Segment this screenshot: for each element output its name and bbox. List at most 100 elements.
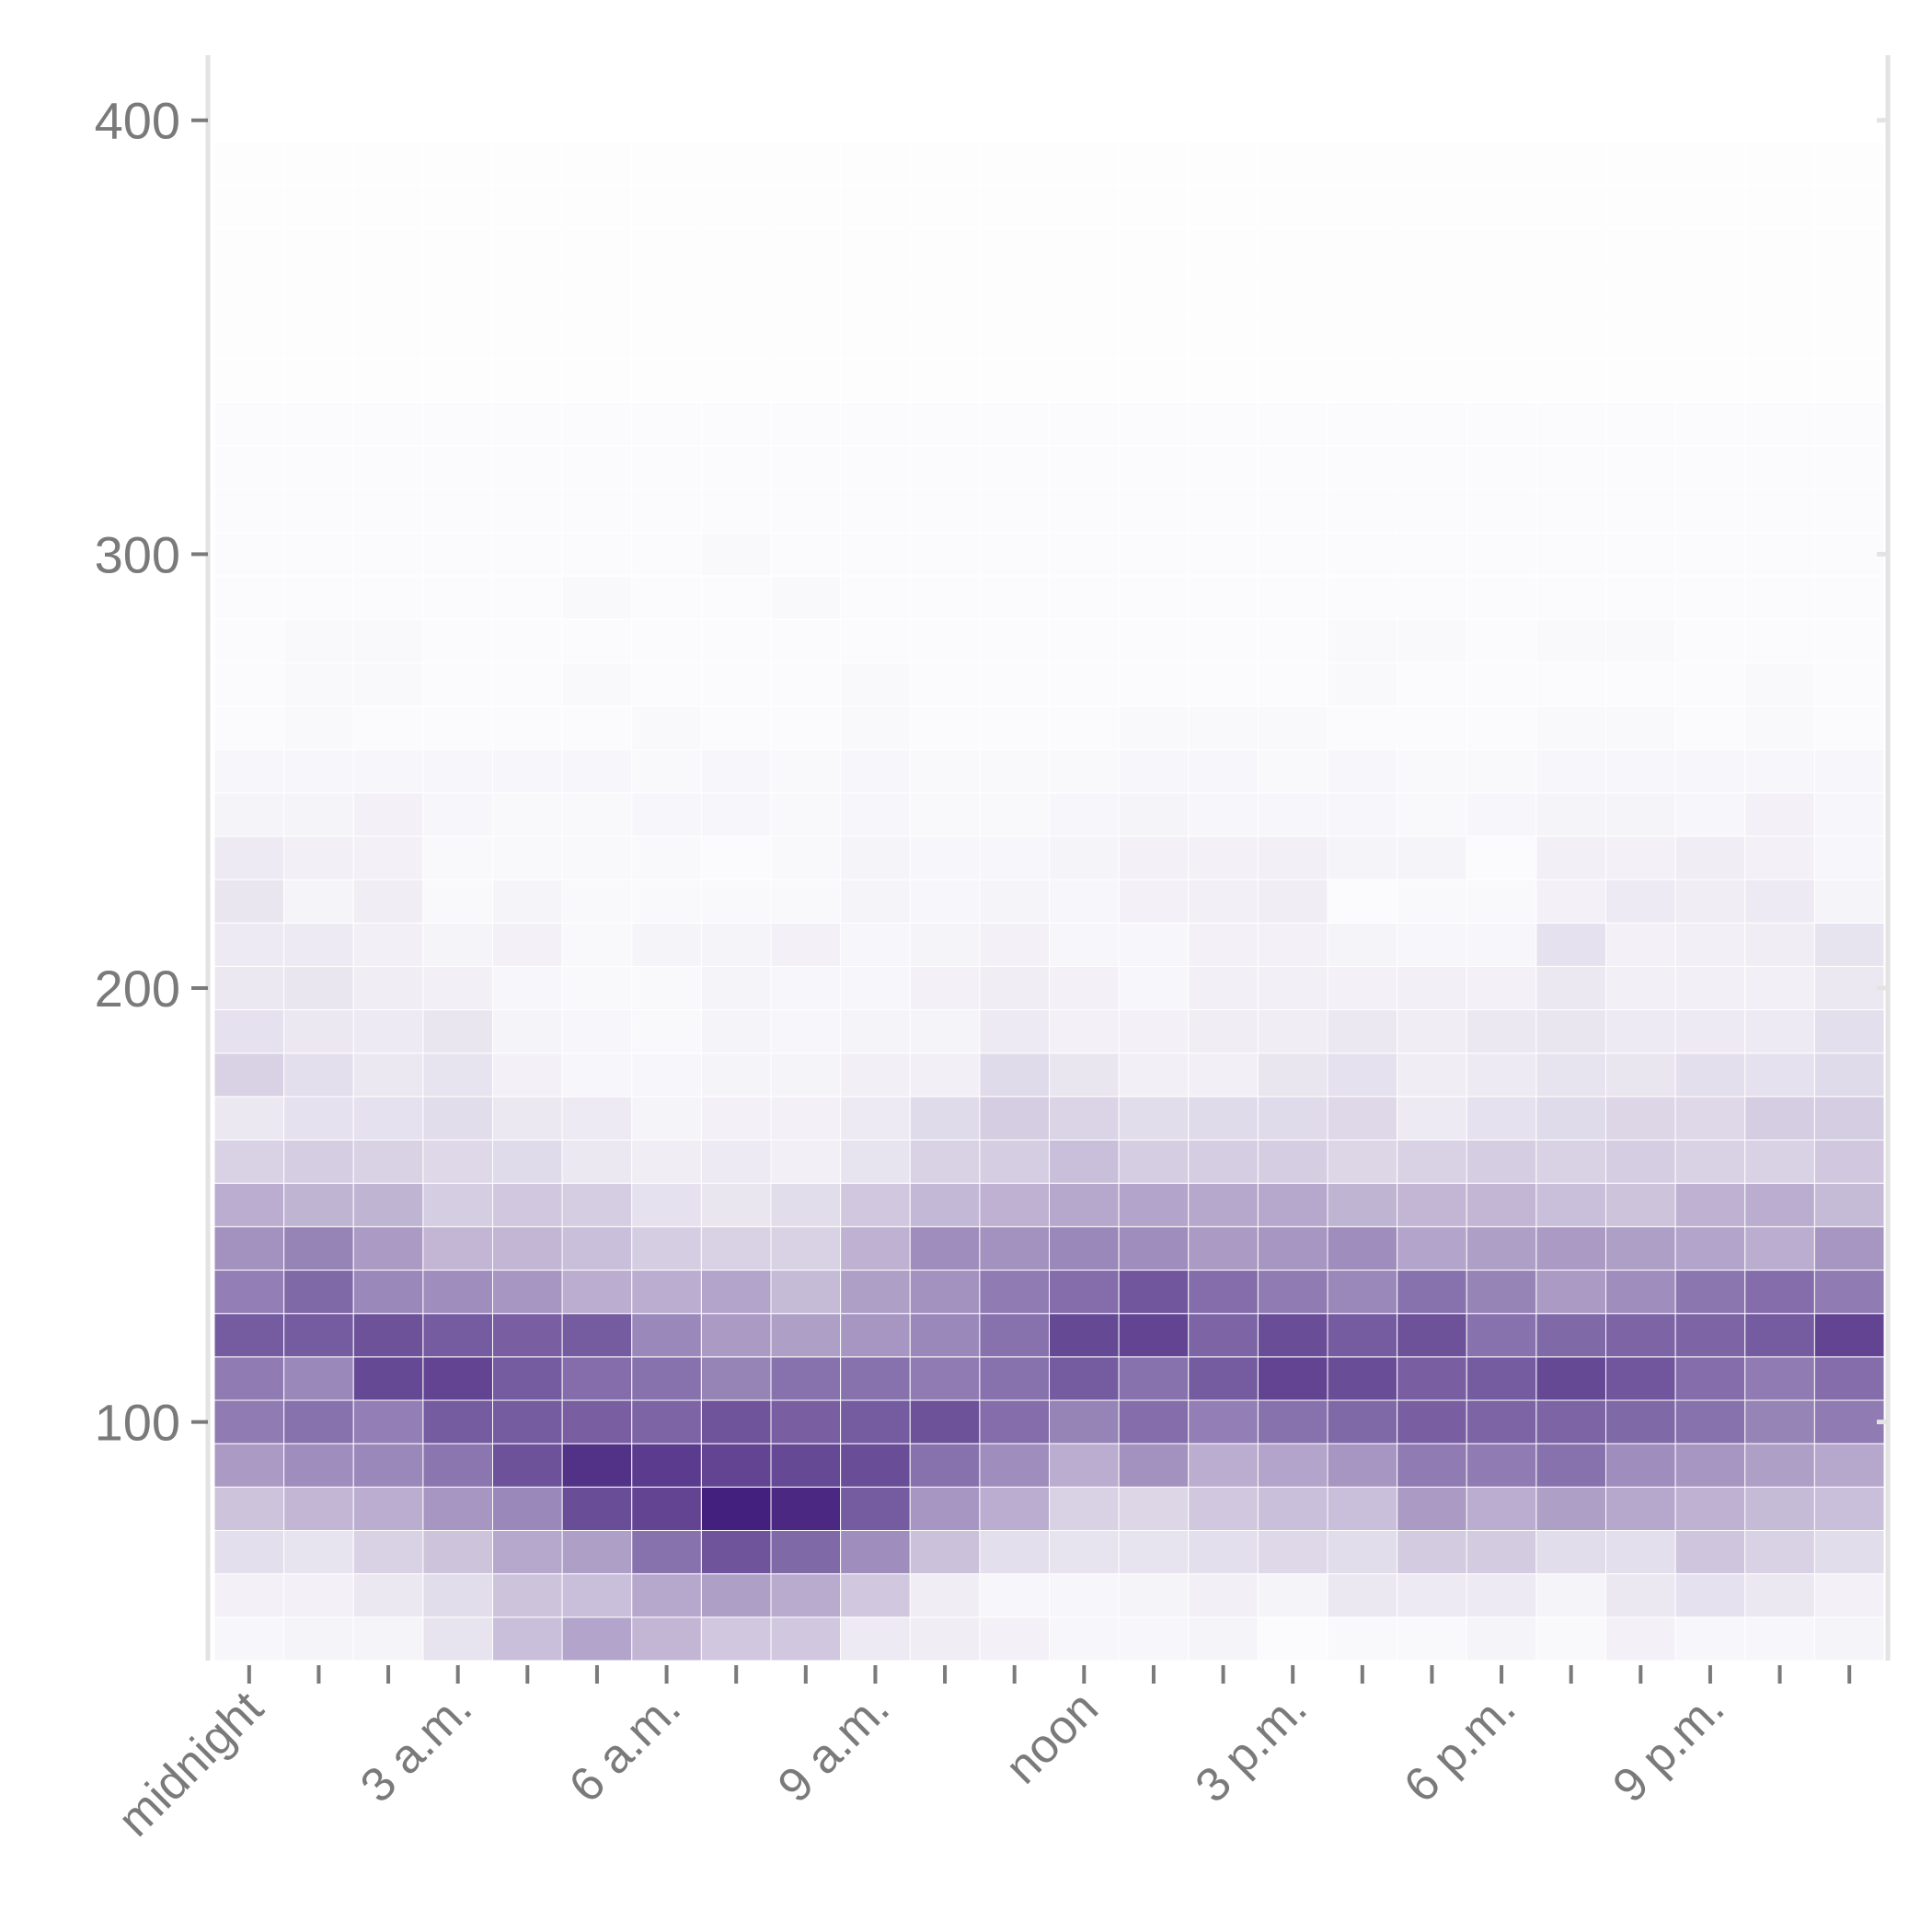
heatmap-cell: [1744, 879, 1815, 924]
heatmap-cell: [840, 1052, 911, 1098]
heatmap-cell: [909, 1399, 981, 1444]
heatmap-cell: [1744, 315, 1815, 360]
heatmap-cell: [840, 835, 911, 880]
heatmap-cell: [1535, 1052, 1607, 1098]
heatmap-cell: [1674, 1139, 1746, 1184]
heatmap-cell: [631, 271, 702, 316]
heatmap-cell: [1327, 1486, 1398, 1532]
heatmap-cell: [1327, 271, 1398, 316]
heatmap-cell: [1744, 228, 1815, 273]
heatmap-cell: [1535, 1616, 1607, 1662]
heatmap-cell: [909, 879, 981, 924]
heatmap-cell: [1118, 315, 1190, 360]
heatmap-cell: [1188, 184, 1259, 230]
heatmap-cell: [840, 1573, 911, 1618]
heatmap-cell: [700, 792, 772, 837]
heatmap-cell: [1118, 532, 1190, 577]
heatmap-cell: [1813, 444, 1885, 490]
heatmap-cell: [283, 1225, 354, 1271]
heatmap-cell: [1049, 1182, 1120, 1227]
heatmap-cell: [1535, 792, 1607, 837]
heatmap-cell: [909, 835, 981, 880]
heatmap-cell: [700, 228, 772, 273]
heatmap-cell: [1397, 1270, 1467, 1315]
heatmap-cell: [1397, 315, 1467, 360]
heatmap-cell: [1049, 792, 1120, 837]
heatmap-cell: [1397, 1573, 1467, 1618]
heatmap-cell: [700, 184, 772, 230]
heatmap-cell: [979, 358, 1051, 403]
heatmap-cell: [840, 358, 911, 403]
heatmap-cell: [770, 401, 842, 446]
heatmap-cell: [1397, 1009, 1467, 1054]
heatmap-cell: [840, 315, 911, 360]
heatmap-cell: [631, 315, 702, 360]
heatmap-cell: [1257, 141, 1328, 186]
heatmap-cell: [492, 1009, 563, 1054]
heatmap-cell: [1397, 1443, 1467, 1488]
heatmap-cell: [770, 1313, 842, 1358]
heatmap-cell: [1118, 1443, 1190, 1488]
heatmap-cell: [422, 184, 494, 230]
heatmap-cell: [492, 1139, 563, 1184]
heatmap-cell: [979, 749, 1051, 794]
heatmap-cell: [1535, 575, 1607, 620]
heatmap-cell: [1674, 618, 1746, 663]
heatmap-cell: [1674, 358, 1746, 403]
heatmap-cell: [1257, 184, 1328, 230]
heatmap-cell: [283, 661, 354, 707]
heatmap-cell: [1674, 749, 1746, 794]
heatmap-cell: [1049, 705, 1120, 751]
heatmap-cell: [561, 1356, 633, 1401]
heatmap-cell: [1118, 1270, 1190, 1315]
heatmap-cell: [1674, 1009, 1746, 1054]
heatmap-cell: [1813, 922, 1885, 967]
heatmap-cell: [1813, 1182, 1885, 1227]
heatmap-cell: [1674, 1052, 1746, 1098]
heatmap-cell: [213, 705, 285, 751]
heatmap-cell: [1188, 489, 1259, 534]
heatmap-cell: [840, 271, 911, 316]
heatmap-cell: [422, 1096, 494, 1141]
heatmap-cell: [979, 1096, 1051, 1141]
heatmap-cell: [1188, 1096, 1259, 1141]
heatmap-cell: [492, 792, 563, 837]
heatmap-cell: [561, 922, 633, 967]
heatmap-cell: [1605, 228, 1676, 273]
heatmap-cell: [492, 532, 563, 577]
heatmap-cell: [1327, 792, 1398, 837]
heatmap-cell: [979, 1399, 1051, 1444]
heatmap-cell: [631, 922, 702, 967]
heatmap-cell: [1813, 1052, 1885, 1098]
heatmap-cell: [631, 1009, 702, 1054]
heatmap-cell: [770, 749, 842, 794]
heatmap-cell: [1535, 489, 1607, 534]
heatmap-cell: [492, 1616, 563, 1662]
heatmap-cell: [1118, 879, 1190, 924]
heatmap-cell: [1674, 184, 1746, 230]
heatmap-cell: [1535, 835, 1607, 880]
heatmap-cell: [700, 1270, 772, 1315]
heatmap-cell: [700, 1530, 772, 1575]
heatmap-cell: [1813, 401, 1885, 446]
heatmap-cell: [1535, 1443, 1607, 1488]
heatmap-cell: [1605, 1182, 1676, 1227]
heatmap-cell: [1535, 705, 1607, 751]
heatmap-cell: [352, 1486, 424, 1532]
heatmap-cell: [1118, 661, 1190, 707]
heatmap-cell: [422, 1052, 494, 1098]
heatmap-cell: [1188, 1052, 1259, 1098]
heatmap-cell: [1118, 575, 1190, 620]
heatmap-cell: [1188, 922, 1259, 967]
heatmap-cell: [352, 271, 424, 316]
heatmap-cell: [631, 1486, 702, 1532]
heatmap-cell: [979, 228, 1051, 273]
heatmap-cell: [1397, 922, 1467, 967]
heatmap-cell: [770, 792, 842, 837]
heatmap-cell: [1188, 879, 1259, 924]
heatmap-cell: [1744, 184, 1815, 230]
heatmap-cell: [979, 922, 1051, 967]
heatmap-cell: [1257, 618, 1328, 663]
heatmap-cell: [1744, 1182, 1815, 1227]
heatmap-cell: [770, 1356, 842, 1401]
